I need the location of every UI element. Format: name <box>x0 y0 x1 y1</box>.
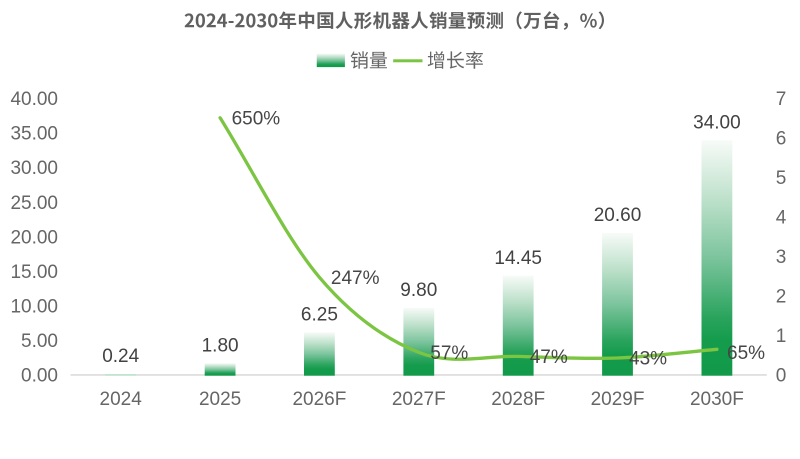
svg-text:2024: 2024 <box>100 389 143 410</box>
svg-text:650%: 650% <box>232 108 281 129</box>
svg-text:5: 5 <box>776 168 787 189</box>
svg-text:2028F: 2028F <box>491 389 545 410</box>
svg-text:20.00: 20.00 <box>10 227 58 248</box>
svg-text:1: 1 <box>776 326 787 347</box>
svg-text:2025: 2025 <box>199 389 241 410</box>
svg-text:7: 7 <box>776 89 787 110</box>
svg-text:30.00: 30.00 <box>10 158 58 179</box>
svg-text:14.45: 14.45 <box>494 248 542 269</box>
svg-text:2030F: 2030F <box>690 389 744 410</box>
svg-text:5.00: 5.00 <box>21 331 58 352</box>
svg-text:6.25: 6.25 <box>301 305 338 326</box>
svg-text:25.00: 25.00 <box>10 193 58 214</box>
svg-text:1.80: 1.80 <box>202 335 239 356</box>
svg-text:4: 4 <box>776 208 787 229</box>
svg-text:57%: 57% <box>430 343 468 364</box>
svg-text:2: 2 <box>776 287 787 308</box>
svg-text:9.80: 9.80 <box>400 280 437 301</box>
svg-text:20.60: 20.60 <box>594 205 642 226</box>
svg-text:0.24: 0.24 <box>102 346 139 367</box>
svg-text:35.00: 35.00 <box>10 124 58 145</box>
svg-text:43%: 43% <box>629 349 667 370</box>
svg-text:10.00: 10.00 <box>10 296 58 317</box>
svg-text:65%: 65% <box>727 343 765 364</box>
svg-text:6: 6 <box>776 129 787 150</box>
svg-text:34.00: 34.00 <box>693 112 741 133</box>
svg-text:0: 0 <box>776 366 787 387</box>
svg-text:3: 3 <box>776 247 787 268</box>
svg-text:2027F: 2027F <box>392 389 446 410</box>
svg-text:15.00: 15.00 <box>10 262 58 283</box>
svg-text:2029F: 2029F <box>591 389 645 410</box>
svg-text:47%: 47% <box>530 347 568 368</box>
svg-text:40.00: 40.00 <box>10 89 58 110</box>
svg-text:247%: 247% <box>331 268 380 289</box>
svg-text:2026F: 2026F <box>292 389 346 410</box>
svg-text:0.00: 0.00 <box>21 366 58 387</box>
